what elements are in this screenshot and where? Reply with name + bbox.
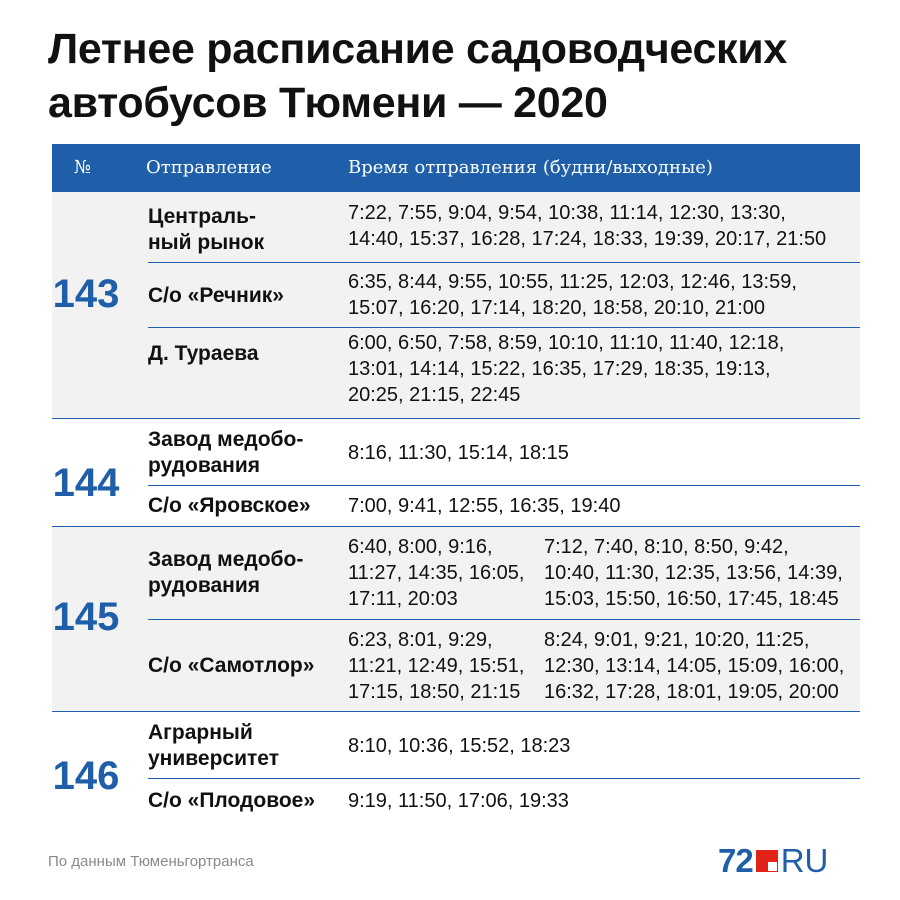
logo-number: 72 (718, 842, 754, 879)
times-line: 8:24, 9:01, 9:21, 10:20, 11:25, (544, 629, 810, 651)
stop-name-line: Аграрный (148, 721, 253, 744)
route-number: 145 (52, 595, 120, 639)
route-number: 146 (52, 754, 120, 798)
times-line: 16:32, 17:28, 18:01, 19:05, 20:00 (544, 681, 839, 703)
weekday-times: 6:23, 8:01, 9:29, 11:21, 12:49, 15:51, 1… (348, 627, 524, 705)
times-line: 15:07, 16:20, 17:14, 18:20, 18:58, 20:10… (348, 297, 766, 319)
departure-times: 8:10, 10:36, 15:52, 18:23 (348, 733, 570, 759)
header-departure: Отправление (146, 157, 272, 178)
weekend-times: 7:12, 7:40, 8:10, 8:50, 9:42, 10:40, 11:… (544, 534, 843, 612)
stop-name: Завод медобо- рудования (148, 547, 303, 599)
stop-name: С/о «Плодовое» (148, 788, 315, 814)
logo-suffix: RU (780, 842, 829, 879)
table-row: Завод медобо- рудования 8:16, 11:30, 15:… (52, 419, 860, 485)
departure-times: 6:00, 6:50, 7:58, 8:59, 10:10, 11:10, 11… (348, 330, 784, 408)
route-group-145: 145 Завод медобо- рудования 6:40, 8:00, … (52, 527, 860, 711)
times-line: 6:40, 8:00, 9:16, (348, 536, 493, 558)
times-line: 8:16, 11:30, 15:14, 18:15 (348, 442, 569, 464)
table-row: С/о «Яровское» 7:00, 9:41, 12:55, 16:35,… (52, 486, 860, 526)
stop-name-line: Д. Тураева (148, 342, 259, 365)
group-divider (52, 418, 860, 419)
departure-times: 7:00, 9:41, 12:55, 16:35, 19:40 (348, 493, 620, 519)
table-row: Д. Тураева 6:00, 6:50, 7:58, 8:59, 10:10… (52, 328, 860, 418)
row-divider (148, 778, 860, 779)
route-group-143: 143 Централь- ный рынок 7:22, 7:55, 9:04… (52, 192, 860, 418)
stop-name-line: Централь- (148, 205, 256, 228)
times-line: 14:40, 15:37, 16:28, 17:24, 18:33, 19:39… (348, 228, 827, 250)
times-line: 11:21, 12:49, 15:51, (348, 655, 525, 677)
stop-name-line: С/о «Яровское» (148, 494, 311, 517)
logo-square-icon (755, 850, 778, 872)
source-note: По данным Тюменьгортранса (48, 853, 254, 870)
stop-name: Д. Тураева (148, 341, 259, 367)
header-number: № (74, 157, 92, 178)
times-line: 6:35, 8:44, 9:55, 10:55, 11:25, 12:03, 1… (348, 271, 797, 293)
group-divider (52, 711, 860, 712)
stop-name: Завод медобо- рудования (148, 427, 303, 479)
departure-times: 9:19, 11:50, 17:06, 19:33 (348, 788, 569, 814)
route-group-146: 146 Аграрный университет 8:10, 10:36, 15… (52, 712, 860, 812)
row-divider (148, 485, 860, 486)
row-divider (148, 262, 860, 263)
stop-name-line: рудования (148, 454, 261, 477)
row-divider (148, 327, 860, 328)
table-row: С/о «Речник» 6:35, 8:44, 9:55, 10:55, 11… (52, 263, 860, 327)
table-row: Централь- ный рынок 7:22, 7:55, 9:04, 9:… (52, 192, 860, 262)
route-number: 143 (52, 272, 120, 316)
times-line: 17:11, 20:03 (348, 588, 458, 610)
weekday-times: 6:40, 8:00, 9:16, 11:27, 14:35, 16:05, 1… (348, 534, 524, 612)
row-divider (148, 619, 860, 620)
page-title: Летнее расписание садоводческих автобусо… (48, 22, 878, 130)
stop-name: Аграрный университет (148, 720, 279, 772)
times-line: 7:12, 7:40, 8:10, 8:50, 9:42, (544, 536, 789, 558)
stop-name-line: С/о «Плодовое» (148, 789, 316, 812)
schedule-table: № Отправление Время отправления (будни/в… (52, 144, 860, 812)
times-line: 13:01, 14:14, 15:22, 16:35, 17:29, 18:35… (348, 358, 771, 380)
weekend-times: 8:24, 9:01, 9:21, 10:20, 11:25, 12:30, 1… (544, 627, 844, 705)
times-line: 10:40, 11:30, 12:35, 13:56, 14:39, (544, 562, 843, 584)
stop-name-line: Завод медобо- (148, 548, 304, 571)
route-number: 144 (52, 461, 120, 505)
times-line: 17:15, 18:50, 21:15 (348, 681, 521, 703)
times-line: 12:30, 13:14, 14:05, 15:09, 16:00, (544, 655, 845, 677)
table-header: № Отправление Время отправления (будни/в… (52, 144, 860, 192)
stop-name: С/о «Яровское» (148, 493, 311, 519)
table-row: С/о «Плодовое» 9:19, 11:50, 17:06, 19:33 (52, 779, 860, 819)
times-line: 20:25, 21:15, 22:45 (348, 384, 521, 406)
table-row: С/о «Самотлор» 6:23, 8:01, 9:29, 11:21, … (52, 620, 860, 711)
departure-times: 6:35, 8:44, 9:55, 10:55, 11:25, 12:03, 1… (348, 269, 797, 321)
times-line: 7:22, 7:55, 9:04, 9:54, 10:38, 11:14, 12… (348, 202, 786, 224)
stop-name-line: рудования (148, 574, 261, 597)
table-row: Завод медобо- рудования 6:40, 8:00, 9:16… (52, 527, 860, 619)
table-row: Аграрный университет 8:10, 10:36, 15:52,… (52, 712, 860, 778)
header-time: Время отправления (будни/выходные) (348, 157, 713, 178)
stop-name-line: университет (148, 747, 279, 770)
stop-name-line: ный рынок (148, 231, 265, 254)
stop-name: Централь- ный рынок (148, 204, 264, 256)
times-line: 15:03, 15:50, 16:50, 17:45, 18:45 (544, 588, 839, 610)
stop-name-line: С/о «Самотлор» (148, 654, 315, 677)
stop-name: С/о «Самотлор» (148, 653, 314, 679)
stop-name-line: С/о «Речник» (148, 284, 284, 307)
page-title-line-2: автобусов Тюмени — 2020 (48, 79, 608, 127)
stop-name: С/о «Речник» (148, 283, 284, 309)
times-line: 11:27, 14:35, 16:05, (348, 562, 525, 584)
brand-logo[interactable]: 72 RU (718, 842, 829, 879)
times-line: 6:23, 8:01, 9:29, (348, 629, 493, 651)
route-group-144: 144 Завод медобо- рудования 8:16, 11:30,… (52, 419, 860, 526)
page-title-line-1: Летнее расписание садоводческих (48, 25, 788, 73)
stop-name-line: Завод медобо- (148, 428, 304, 451)
departure-times: 7:22, 7:55, 9:04, 9:54, 10:38, 11:14, 12… (348, 200, 826, 252)
times-line: 7:00, 9:41, 12:55, 16:35, 19:40 (348, 495, 621, 517)
times-line: 6:00, 6:50, 7:58, 8:59, 10:10, 11:10, 11… (348, 332, 785, 354)
departure-times: 8:16, 11:30, 15:14, 18:15 (348, 440, 569, 466)
times-line: 9:19, 11:50, 17:06, 19:33 (348, 790, 569, 812)
times-line: 8:10, 10:36, 15:52, 18:23 (348, 735, 571, 757)
group-divider (52, 526, 860, 527)
